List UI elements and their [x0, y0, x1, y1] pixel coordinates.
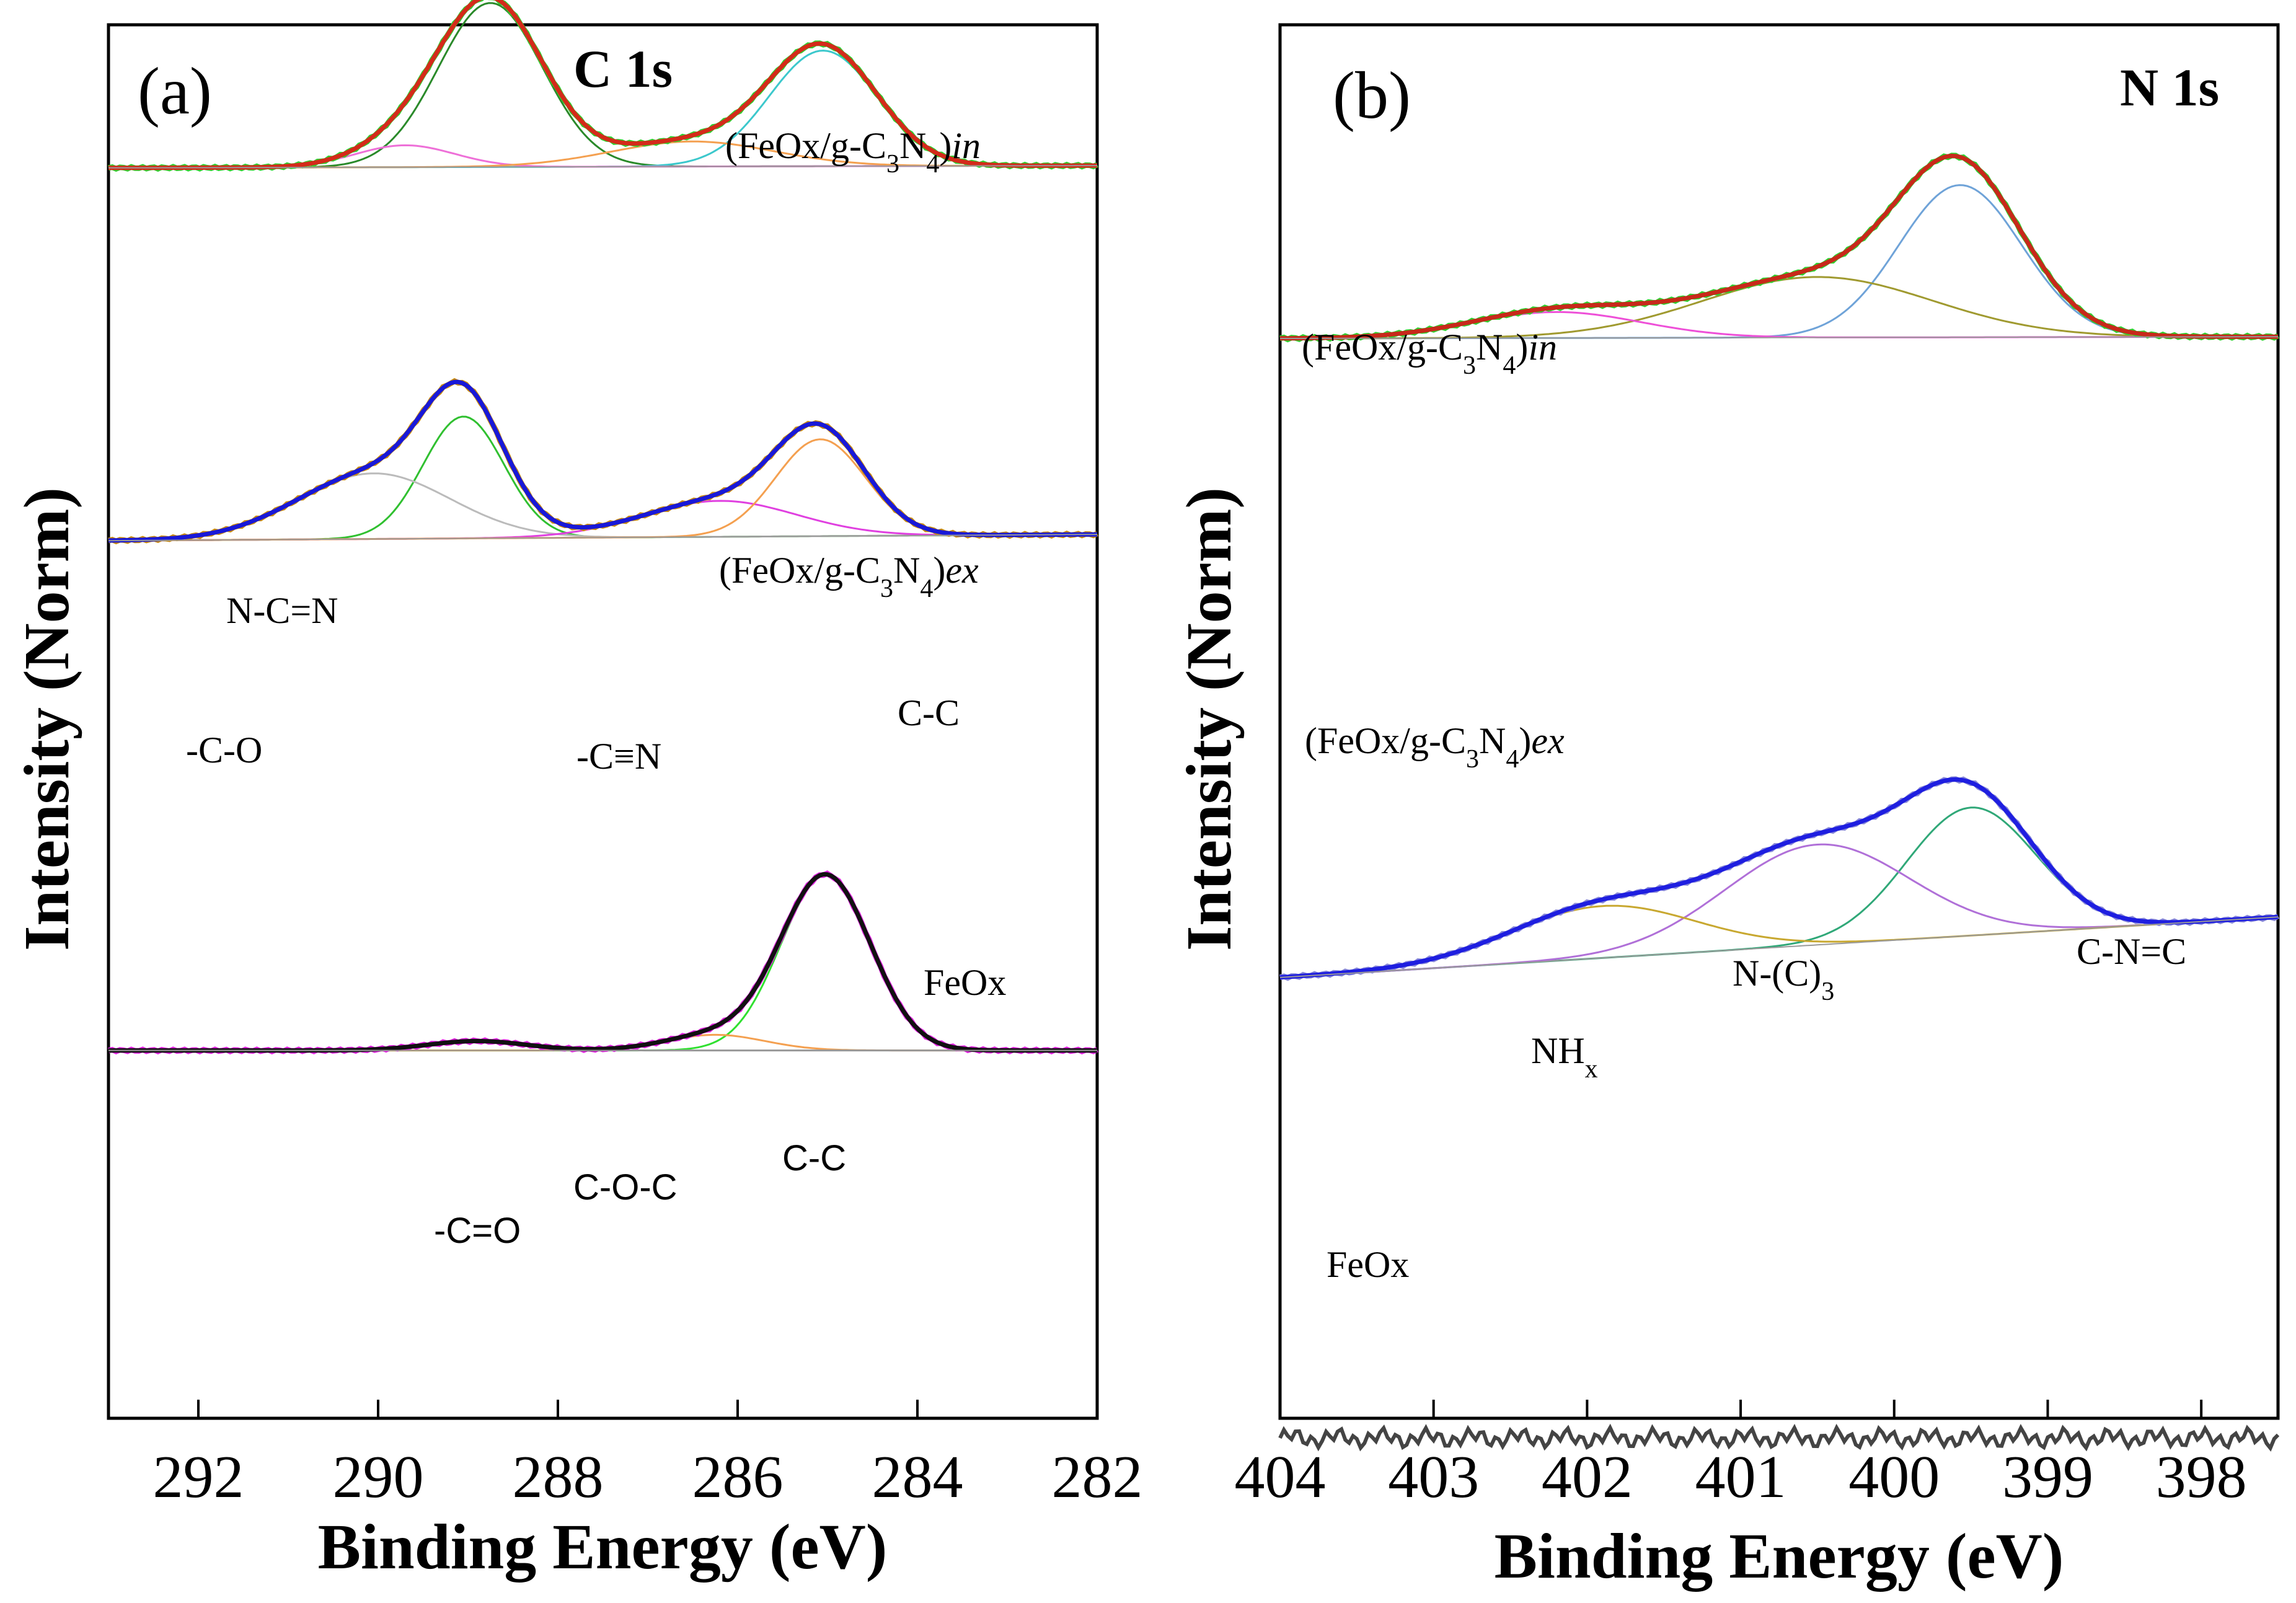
x-tick-label: 292 — [153, 1444, 244, 1511]
component-peak-n-c-n — [108, 415, 1098, 542]
panel-b-curves — [1278, 152, 2280, 1452]
measured-spectrum — [1279, 152, 2280, 343]
x-tick-label: 286 — [692, 1444, 784, 1511]
annotation-c-c-ex: C-C — [898, 692, 960, 733]
x-tick-label: 282 — [1052, 1444, 1143, 1511]
x-tick-label: 284 — [872, 1444, 963, 1511]
fit-envelope — [1280, 153, 2278, 341]
panel-a-sample-feox: FeOx — [924, 962, 1006, 1003]
annotation-c-triple-n: -C≡N — [576, 736, 661, 777]
x-tick-label: 290 — [333, 1444, 424, 1511]
baseline — [1279, 916, 2279, 978]
panel-b-title: N 1s — [2120, 58, 2219, 117]
panel-b-frame — [1278, 23, 2280, 1420]
annotation-c-dbl-o: -C=O — [434, 1211, 521, 1251]
panel-b-sample-in: (FeOx/g-C3N4)in — [1302, 327, 1557, 380]
x-tick-label: 399 — [2002, 1444, 2093, 1511]
fit-envelope — [1279, 777, 2279, 980]
panel-b-n1s: 404 403 402 401 400 399 398 (b) N 1s (FeOx/g-C… — [1173, 23, 2280, 1592]
x-tick-label: 402 — [1542, 1444, 1633, 1511]
panel-a-c1s: 292 290 288 286 284 282 (a) C 1s (FeOx/g-C3N4… — [11, 0, 1143, 1583]
panel-a-x-axis-title: Binding Energy (eV) — [318, 1511, 888, 1583]
fit-envelope — [108, 379, 1098, 543]
panel-b-sample-feox: FeOx — [1327, 1244, 1409, 1285]
annotation-c-o-c: C-O-C — [573, 1167, 678, 1208]
x-tick-label: 404 — [1235, 1444, 1326, 1511]
baseline — [108, 534, 1098, 542]
panel-a-frame — [107, 23, 1099, 1420]
annotation-nhx: NHx — [1531, 1030, 1598, 1084]
baseline — [108, 165, 1097, 169]
panel-b-y-axis-title: Intensity (Norm) — [1173, 487, 1245, 951]
panel-a-y-axis-title: Intensity (Norm) — [11, 487, 82, 951]
panel-b-label: (b) — [1333, 59, 1411, 133]
panel-a-title: C 1s — [573, 39, 673, 99]
panel-b-x-axis-title: Binding Energy (eV) — [1495, 1521, 2064, 1592]
annotation-c-o: -C-O — [186, 730, 262, 771]
panel-b-sample-ex: (FeOx/g-C3N4)ex — [1305, 720, 1565, 774]
x-tick-label: 400 — [1848, 1444, 1940, 1511]
component-peak--c-o — [108, 472, 1098, 542]
annotation-c-n-c: C-N=C — [2077, 931, 2186, 972]
fit-envelope — [108, 0, 1097, 170]
x-tick-label: 288 — [513, 1444, 604, 1511]
annotation-n-c-n: N-C=N — [226, 590, 338, 631]
x-tick-label: 401 — [1695, 1444, 1786, 1511]
panel-a-ticks: 292 290 288 286 284 282 — [153, 1400, 1143, 1511]
annotation-n-c3: N-(C)3 — [1733, 953, 1834, 1006]
x-tick-label: 398 — [2156, 1444, 2247, 1511]
baseline — [1280, 336, 2278, 339]
measured-spectrum — [1278, 1423, 2280, 1452]
panel-a-label: (a) — [138, 55, 212, 128]
panel-a-sample-ex: (FeOx/g-C3N4)ex — [719, 550, 979, 603]
panel-b-ticks: 404 403 402 401 400 399 398 — [1235, 1400, 2247, 1511]
panel-a-sample-in: (FeOx/g-C3N4)in — [725, 125, 981, 179]
component-peak-peak-0 — [1280, 184, 2278, 340]
annotation-c-c-feox: C-C — [782, 1138, 846, 1178]
panel-a-curves — [108, 0, 1098, 1054]
x-tick-label: 403 — [1388, 1444, 1479, 1511]
